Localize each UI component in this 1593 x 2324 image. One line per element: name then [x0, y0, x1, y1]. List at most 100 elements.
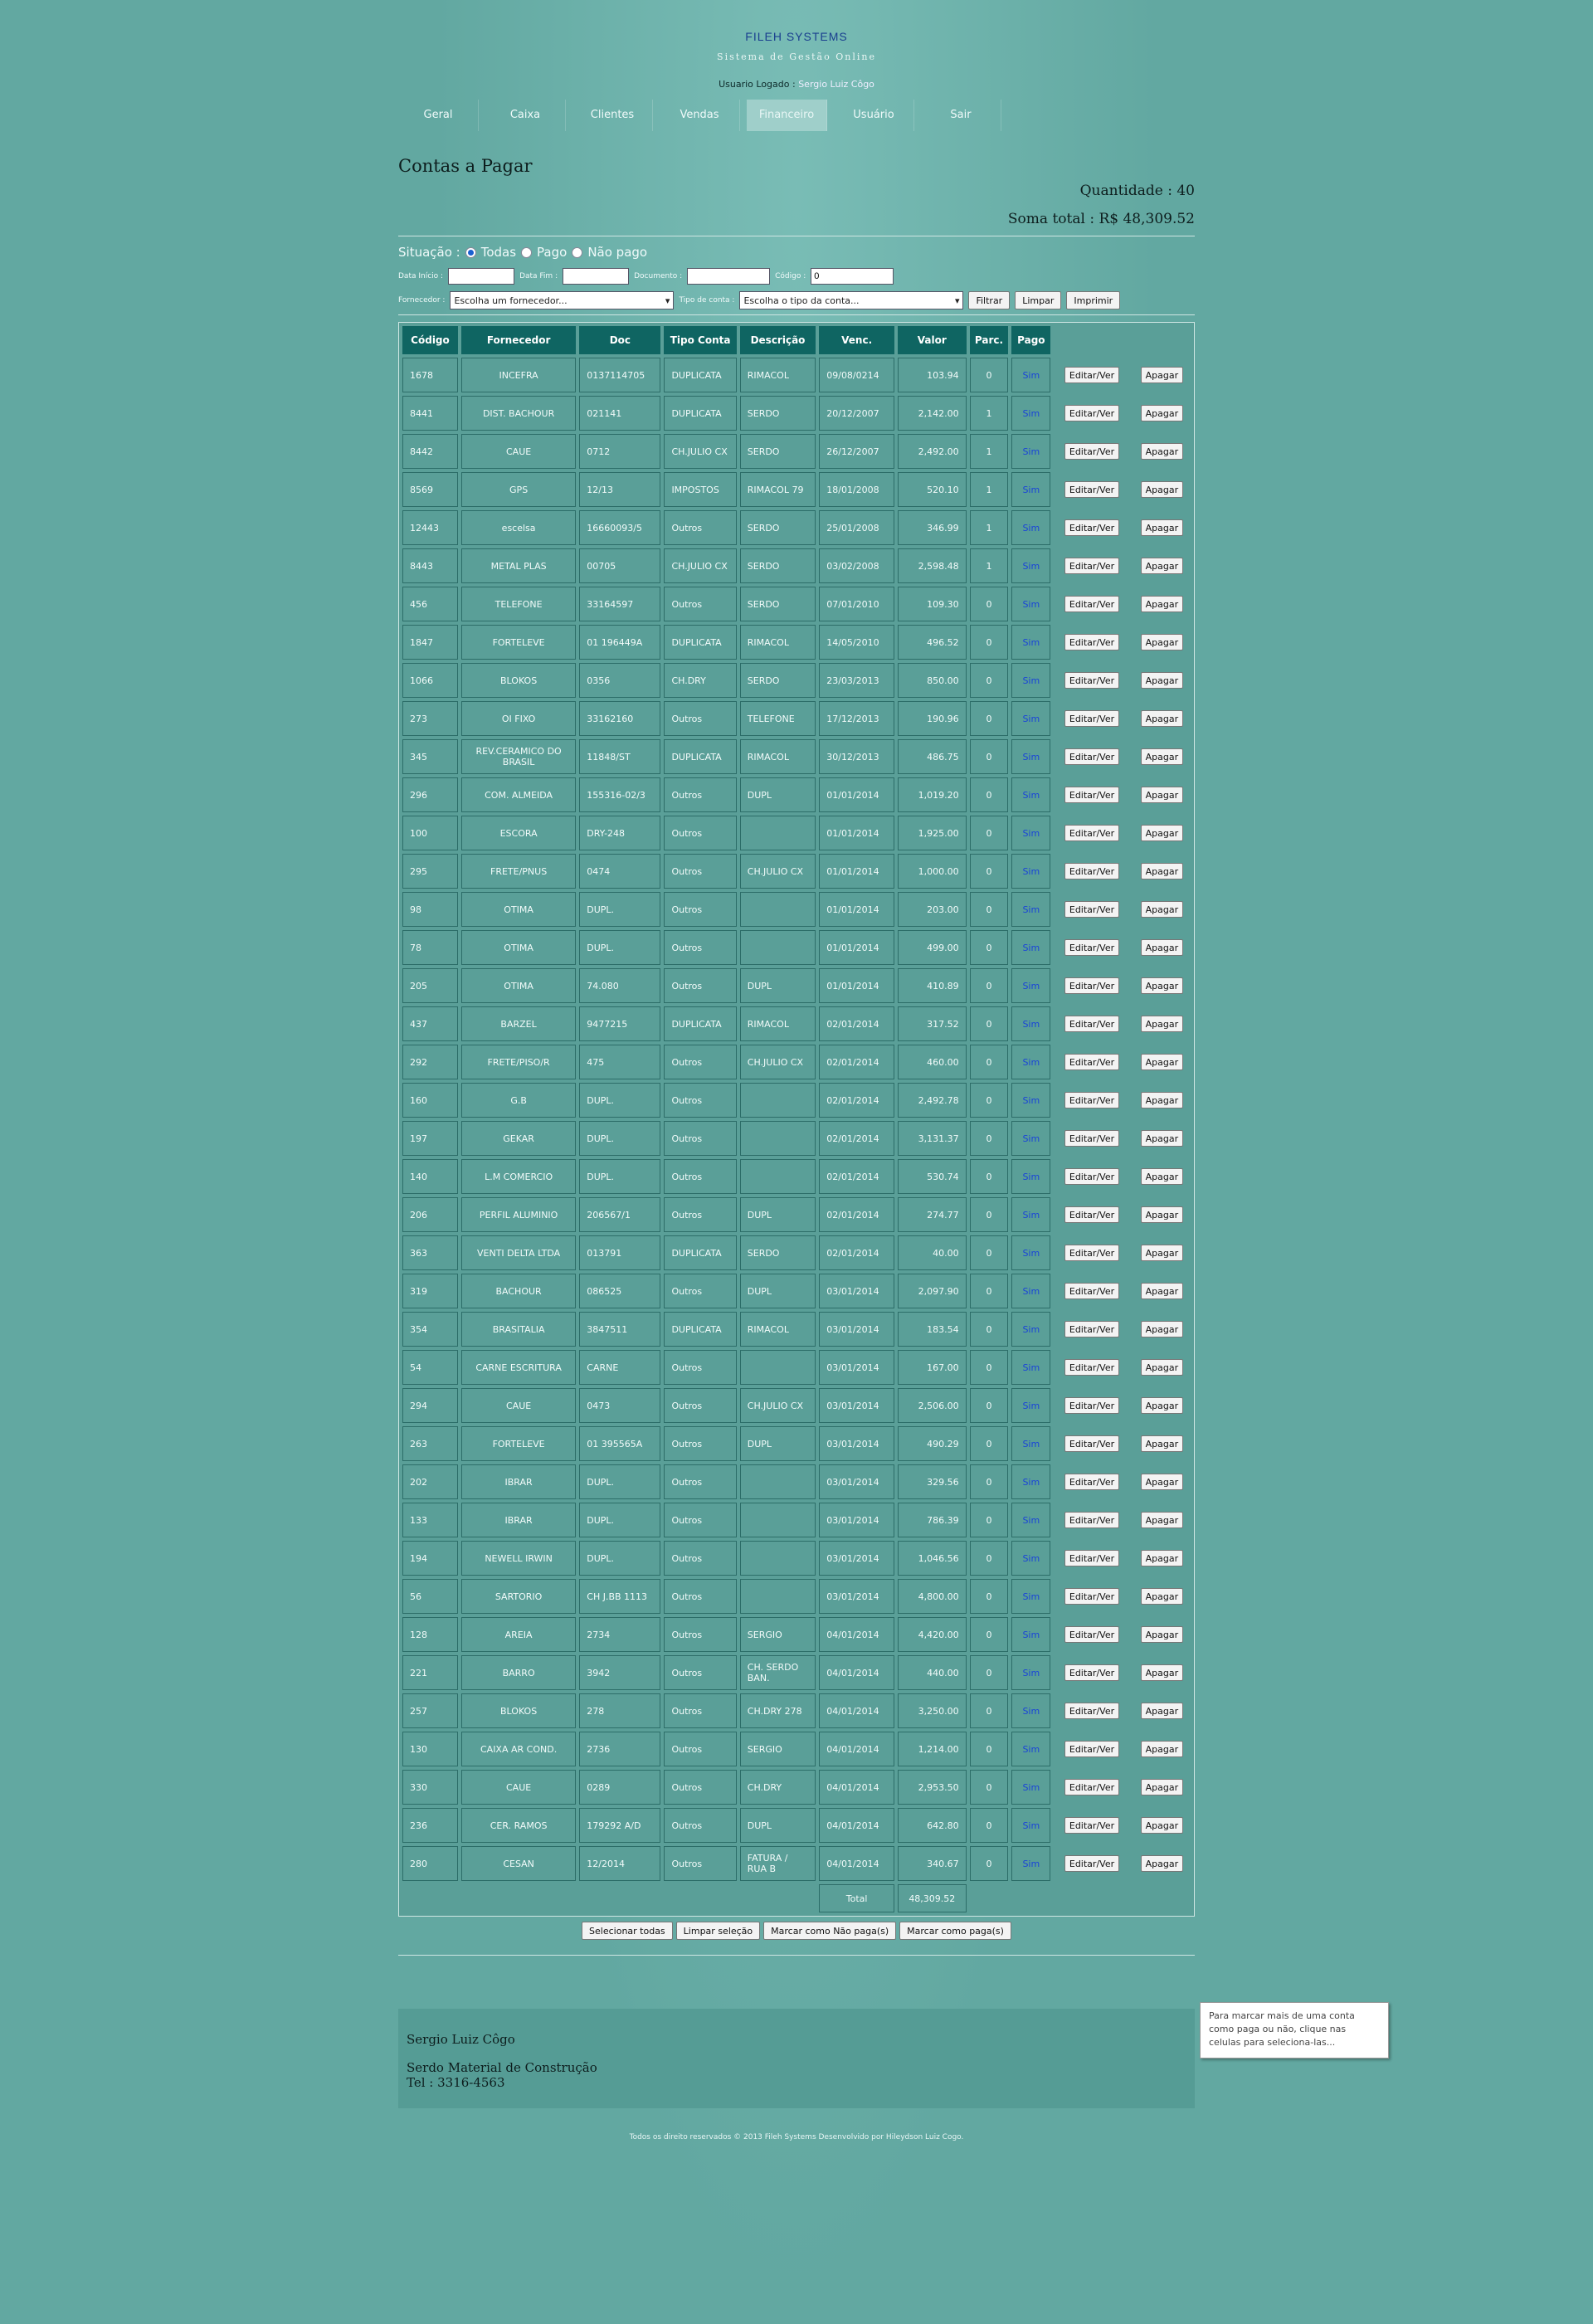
delete-button[interactable]: Apagar	[1140, 787, 1184, 803]
edit-button[interactable]: Editar/Ver	[1064, 443, 1120, 460]
delete-button[interactable]: Apagar	[1140, 1435, 1184, 1452]
edit-button[interactable]: Editar/Ver	[1064, 1435, 1120, 1452]
edit-button[interactable]: Editar/Ver	[1064, 1664, 1120, 1681]
nav-financeiro[interactable]: Financeiro	[747, 100, 827, 131]
edit-button[interactable]: Editar/Ver	[1064, 863, 1120, 879]
cell-pago[interactable]: Sim	[1011, 625, 1051, 660]
cell-pago[interactable]: Sim	[1011, 816, 1051, 850]
col-parcela[interactable]: Parc.	[969, 326, 1009, 354]
edit-button[interactable]: Editar/Ver	[1064, 558, 1120, 574]
table-row[interactable]: 206 PERFIL ALUMINIO 206567/1 Outros DUPL 02/0…	[402, 1197, 1191, 1232]
cell-pago[interactable]: Sim	[1011, 1846, 1051, 1881]
nav-clientes[interactable]: Clientes	[572, 100, 653, 131]
delete-button[interactable]: Apagar	[1140, 481, 1184, 498]
delete-button[interactable]: Apagar	[1140, 367, 1184, 383]
delete-button[interactable]: Apagar	[1140, 443, 1184, 460]
edit-button[interactable]: Editar/Ver	[1064, 1054, 1120, 1070]
cell-pago[interactable]: Sim	[1011, 701, 1051, 736]
cell-pago[interactable]: Sim	[1011, 548, 1051, 583]
codigo-input[interactable]	[811, 268, 894, 285]
col-fornecedor[interactable]: Fornecedor	[460, 326, 577, 354]
table-row[interactable]: 130 CAIXA AR COND. 2736 Outros SERGIO 04/01/2…	[402, 1732, 1191, 1766]
table-row[interactable]: 263 FORTELEVE 01 395565A Outros DUPL 03/01/20…	[402, 1426, 1191, 1461]
table-row[interactable]: 345 REV.CERAMICO DO BRASIL 11848/ST DUPLICA…	[402, 739, 1191, 774]
delete-button[interactable]: Apagar	[1140, 405, 1184, 421]
cell-pago[interactable]: Sim	[1011, 1312, 1051, 1347]
delete-button[interactable]: Apagar	[1140, 1130, 1184, 1147]
delete-button[interactable]: Apagar	[1140, 1016, 1184, 1032]
table-row[interactable]: 456 TELEFONE 33164597 Outros SERDO 07/01/2010…	[402, 587, 1191, 621]
cell-pago[interactable]: Sim	[1011, 1732, 1051, 1766]
delete-button[interactable]: Apagar	[1140, 1397, 1184, 1414]
edit-button[interactable]: Editar/Ver	[1064, 901, 1120, 918]
cell-pago[interactable]: Sim	[1011, 968, 1051, 1003]
nav-vendas[interactable]: Vendas	[660, 100, 740, 131]
edit-button[interactable]: Editar/Ver	[1064, 519, 1120, 536]
col-valor[interactable]: Valor	[898, 326, 967, 354]
edit-button[interactable]: Editar/Ver	[1064, 1779, 1120, 1795]
table-row[interactable]: 221 BARRO 3942 Outros CH. SERDO BAN. 04/01/20…	[402, 1655, 1191, 1690]
nav-geral[interactable]: Geral	[398, 100, 479, 131]
edit-button[interactable]: Editar/Ver	[1064, 1512, 1120, 1528]
cell-pago[interactable]: Sim	[1011, 1579, 1051, 1614]
cell-pago[interactable]: Sim	[1011, 358, 1051, 392]
table-row[interactable]: 160 G.B DUPL. Outros 02/01/2014 2,492.78 0 Sim E…	[402, 1083, 1191, 1118]
delete-button[interactable]: Apagar	[1140, 1626, 1184, 1643]
edit-button[interactable]: Editar/Ver	[1064, 1130, 1120, 1147]
table-row[interactable]: 194 NEWELL IRWIN DUPL. Outros 03/01/2014 1,04…	[402, 1541, 1191, 1576]
delete-button[interactable]: Apagar	[1140, 519, 1184, 536]
delete-button[interactable]: Apagar	[1140, 901, 1184, 918]
table-row[interactable]: 78 OTIMA DUPL. Outros 01/01/2014 499.00 0 Sim Ed…	[402, 930, 1191, 965]
edit-button[interactable]: Editar/Ver	[1064, 1206, 1120, 1223]
table-row[interactable]: 8442 CAUE 0712 CH.JULIO CX SERDO 26/12/2007 2,…	[402, 434, 1191, 469]
edit-button[interactable]: Editar/Ver	[1064, 710, 1120, 727]
edit-button[interactable]: Editar/Ver	[1064, 1741, 1120, 1757]
delete-button[interactable]: Apagar	[1140, 1779, 1184, 1795]
delete-button[interactable]: Apagar	[1140, 1321, 1184, 1337]
table-row[interactable]: 12443 escelsa 16660093/5 Outros SERDO 25/01/2…	[402, 510, 1191, 545]
table-row[interactable]: 56 SARTORIO CH J.BB 1113 Outros 03/01/2014 4,…	[402, 1579, 1191, 1614]
delete-button[interactable]: Apagar	[1140, 1092, 1184, 1108]
col-descricao[interactable]: Descrição	[739, 326, 816, 354]
table-row[interactable]: 363 VENTI DELTA LTDA 013791 DUPLICATA SERDO 0…	[402, 1235, 1191, 1270]
data-inicio-input[interactable]	[448, 268, 515, 285]
cell-pago[interactable]: Sim	[1011, 1503, 1051, 1537]
table-row[interactable]: 296 COM. ALMEIDA 155316-02/3 Outros DUPL 01/0…	[402, 777, 1191, 812]
fornecedor-select[interactable]: Escolha um fornecedor... ▾	[450, 291, 675, 309]
col-vencimento[interactable]: Venc.	[819, 326, 895, 354]
delete-button[interactable]: Apagar	[1140, 1550, 1184, 1566]
cell-pago[interactable]: Sim	[1011, 663, 1051, 698]
cell-pago[interactable]: Sim	[1011, 892, 1051, 927]
cell-pago[interactable]: Sim	[1011, 1083, 1051, 1118]
cell-pago[interactable]: Sim	[1011, 396, 1051, 431]
table-row[interactable]: 128 AREIA 2734 Outros SERGIO 04/01/2014 4,420.…	[402, 1617, 1191, 1652]
mark-unpaid-button[interactable]: Marcar como Não paga(s)	[763, 1922, 897, 1940]
edit-button[interactable]: Editar/Ver	[1064, 787, 1120, 803]
cell-pago[interactable]: Sim	[1011, 1197, 1051, 1232]
radio-pago[interactable]	[521, 246, 533, 258]
cell-pago[interactable]: Sim	[1011, 1693, 1051, 1728]
print-button[interactable]: Imprimir	[1066, 291, 1121, 309]
col-tipo-conta[interactable]: Tipo Conta	[664, 326, 737, 354]
cell-pago[interactable]: Sim	[1011, 1006, 1051, 1041]
edit-button[interactable]: Editar/Ver	[1064, 1359, 1120, 1376]
tipo-conta-select[interactable]: Escolha o tipo da conta... ▾	[739, 291, 964, 309]
delete-button[interactable]: Apagar	[1140, 1512, 1184, 1528]
table-row[interactable]: 354 BRASITALIA 3847511 DUPLICATA RIMACOL 03/0…	[402, 1312, 1191, 1347]
table-row[interactable]: 8569 GPS 12/13 IMPOSTOS RIMACOL 79 18/01/2008…	[402, 472, 1191, 507]
edit-button[interactable]: Editar/Ver	[1064, 939, 1120, 956]
edit-button[interactable]: Editar/Ver	[1064, 1283, 1120, 1299]
cell-pago[interactable]: Sim	[1011, 1045, 1051, 1079]
delete-button[interactable]: Apagar	[1140, 748, 1184, 765]
delete-button[interactable]: Apagar	[1140, 977, 1184, 994]
table-row[interactable]: 1678 INCEFRA 0137114705 DUPLICATA RIMACOL 09/…	[402, 358, 1191, 392]
edit-button[interactable]: Editar/Ver	[1064, 1397, 1120, 1414]
cell-pago[interactable]: Sim	[1011, 1121, 1051, 1156]
radio-nao-pago[interactable]	[572, 246, 583, 258]
table-row[interactable]: 257 BLOKOS 278 Outros CH.DRY 278 04/01/2014 3,…	[402, 1693, 1191, 1728]
table-row[interactable]: 140 L.M COMERCIO DUPL. Outros 02/01/2014 530.…	[402, 1159, 1191, 1194]
delete-button[interactable]: Apagar	[1140, 596, 1184, 612]
delete-button[interactable]: Apagar	[1140, 672, 1184, 689]
delete-button[interactable]: Apagar	[1140, 1359, 1184, 1376]
cell-pago[interactable]: Sim	[1011, 1464, 1051, 1499]
